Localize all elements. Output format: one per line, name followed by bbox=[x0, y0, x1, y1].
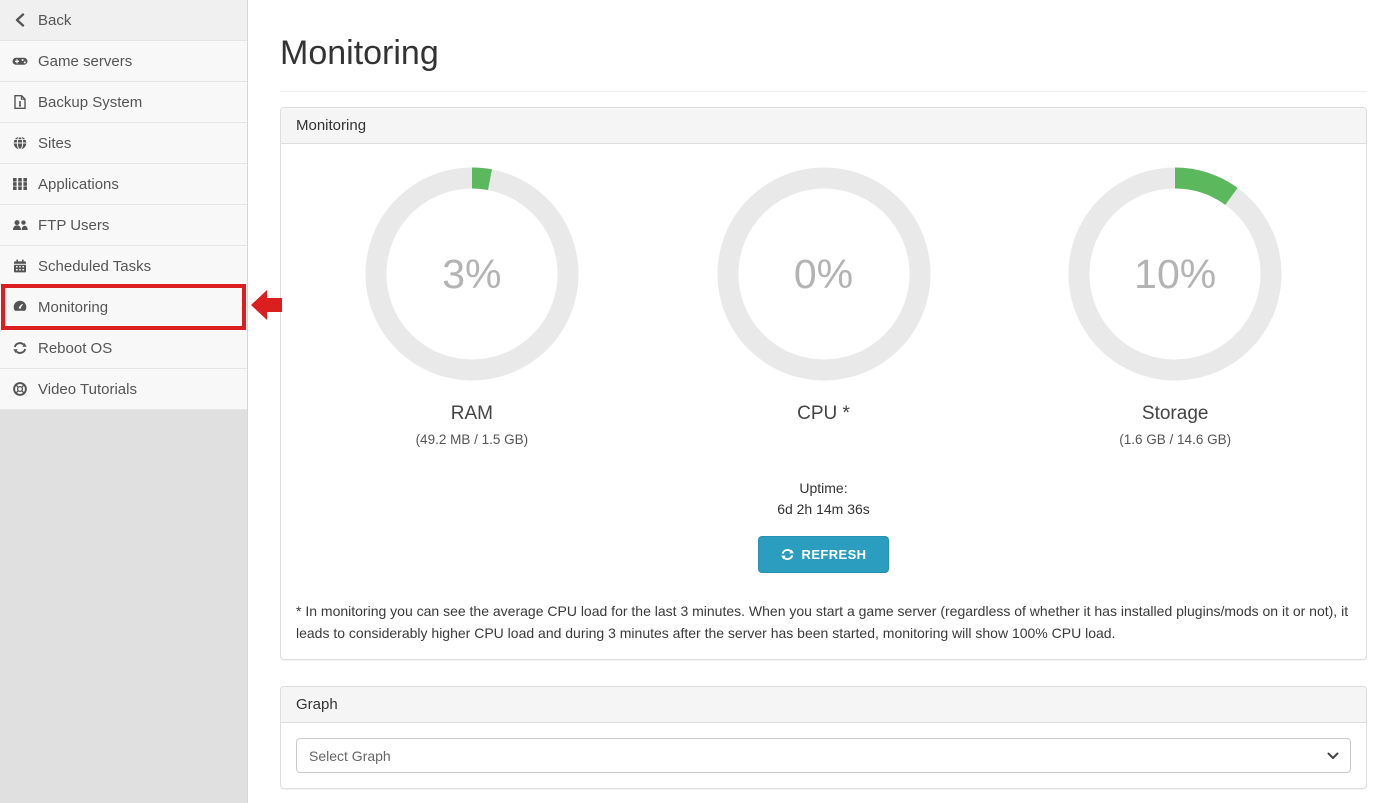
globe-icon bbox=[12, 136, 28, 150]
sidebar-item-backup-system[interactable]: Backup System bbox=[0, 82, 247, 123]
gauge-storage: 10% Storage (1.6 GB / 14.6 GB) bbox=[999, 159, 1351, 573]
graph-panel: Graph Select Graph bbox=[280, 686, 1367, 790]
refresh-button[interactable]: REFRESH bbox=[757, 536, 890, 573]
sidebar-item-sites[interactable]: Sites bbox=[0, 123, 247, 164]
gauge-cpu: 0% CPU * Uptime: 6d 2h 14m 36s REFRESH bbox=[648, 159, 1000, 573]
monitoring-panel-header: Monitoring bbox=[281, 108, 1366, 144]
ram-label: RAM bbox=[450, 403, 493, 424]
sidebar-item-label: Sites bbox=[38, 134, 72, 152]
sidebar-item-label: Backup System bbox=[38, 93, 143, 111]
cpu-footnote: * In monitoring you can see the average … bbox=[296, 603, 1349, 641]
sidebar-item-label: Scheduled Tasks bbox=[38, 257, 152, 275]
life-ring-icon bbox=[12, 382, 28, 396]
ram-percent: 3% bbox=[442, 250, 502, 297]
page-title: Monitoring bbox=[280, 34, 439, 72]
dashboard-icon bbox=[12, 300, 28, 314]
users-icon bbox=[12, 218, 28, 232]
gamepad-icon bbox=[12, 54, 28, 68]
cpu-percent: 0% bbox=[793, 250, 854, 297]
sidebar-item-label: Monitoring bbox=[38, 298, 109, 316]
ram-donut-chart: 3% bbox=[365, 167, 579, 381]
uptime-block: Uptime: 6d 2h 14m 36s bbox=[777, 478, 870, 520]
sidebar-item-label: Back bbox=[38, 11, 72, 29]
gauge-ram: 3% RAM (49.2 MB / 1.5 GB) bbox=[296, 159, 648, 573]
sidebar-item-game-servers[interactable]: Game servers bbox=[0, 41, 247, 82]
refresh-icon bbox=[780, 548, 794, 561]
sidebar-item-monitoring[interactable]: Monitoring bbox=[0, 284, 247, 330]
monitoring-panel-body: 3% RAM (49.2 MB / 1.5 GB) 0% CPU * bbox=[281, 144, 1366, 659]
storage-label: Storage bbox=[1141, 403, 1209, 424]
uptime-label: Uptime: bbox=[799, 480, 848, 496]
sidebar-item-back[interactable]: Back bbox=[0, 0, 247, 41]
main-content: Monitoring Monitoring 3% RAM (49.2 MB / … bbox=[248, 0, 1374, 803]
grid-icon bbox=[12, 177, 28, 191]
sidebar-item-label: Applications bbox=[38, 175, 119, 193]
gauge-row: 3% RAM (49.2 MB / 1.5 GB) 0% CPU * bbox=[296, 159, 1351, 573]
cpu-donut-chart: 0% bbox=[717, 167, 931, 381]
sidebar-item-label: Reboot OS bbox=[38, 339, 113, 357]
title-divider bbox=[280, 91, 1367, 92]
graph-select-wrap: Select Graph bbox=[296, 738, 1351, 774]
graph-panel-body: Select Graph bbox=[281, 723, 1366, 788]
storage-donut-chart: 10% bbox=[1068, 167, 1282, 381]
ram-sublabel: (49.2 MB / 1.5 GB) bbox=[415, 432, 529, 447]
chevron-left-icon bbox=[12, 13, 28, 27]
monitoring-panel: Monitoring 3% RAM (49.2 MB / 1.5 GB) bbox=[280, 107, 1367, 661]
graph-panel-header: Graph bbox=[281, 687, 1366, 724]
sidebar-item-scheduled-tasks[interactable]: Scheduled Tasks bbox=[0, 246, 247, 287]
storage-sublabel: (1.6 GB / 14.6 GB) bbox=[1119, 432, 1232, 447]
uptime-value: 6d 2h 14m 36s bbox=[777, 501, 870, 517]
refresh-icon bbox=[12, 341, 28, 355]
sidebar-item-reboot-os[interactable]: Reboot OS bbox=[0, 328, 247, 369]
sidebar-item-ftp-users[interactable]: FTP Users bbox=[0, 205, 247, 246]
cpu-label: CPU * bbox=[797, 403, 850, 424]
graph-select[interactable]: Select Graph bbox=[296, 738, 1351, 774]
sidebar-item-label: Game servers bbox=[38, 52, 133, 70]
sidebar-item-applications[interactable]: Applications bbox=[0, 164, 247, 205]
sidebar-item-video-tutorials[interactable]: Video Tutorials bbox=[0, 369, 247, 410]
sidebar-item-label: FTP Users bbox=[38, 216, 110, 234]
refresh-button-label: REFRESH bbox=[801, 547, 867, 562]
sidebar-item-label: Video Tutorials bbox=[38, 380, 137, 398]
calendar-icon bbox=[12, 259, 28, 273]
sidebar: Back Game servers Backup System Sites Ap… bbox=[0, 0, 248, 803]
backup-file-icon bbox=[12, 95, 28, 109]
storage-percent: 10% bbox=[1134, 250, 1217, 297]
